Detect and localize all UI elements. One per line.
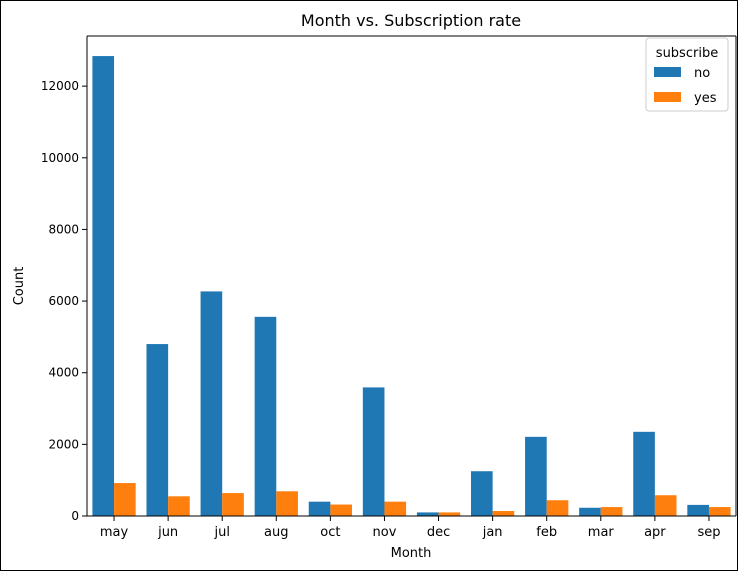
y-tick-label-4000: 4000	[48, 366, 79, 380]
y-tick-label-0: 0	[71, 509, 79, 523]
y-axis-label: Count	[12, 267, 27, 306]
bar-no-apr	[633, 431, 655, 516]
x-tick-label-sep: sep	[697, 525, 720, 540]
y-tick-label-6000: 6000	[48, 294, 79, 308]
bar-yes-sep	[708, 507, 731, 516]
legend-label-no: no	[694, 66, 710, 81]
bar-yes-nov	[384, 501, 407, 516]
bar-no-nov	[362, 387, 385, 516]
bar-no-sep	[687, 504, 709, 516]
x-tick-label-jun: jun	[157, 525, 178, 540]
bar-no-feb	[525, 436, 547, 516]
x-tick-label-aug: aug	[264, 525, 288, 540]
legend-swatch-no	[654, 67, 681, 77]
x-axis-label: Month	[391, 546, 432, 561]
bar-no-jul	[200, 291, 223, 516]
y-tick-label-10000: 10000	[41, 151, 79, 165]
legend-swatch-yes	[654, 92, 681, 102]
x-tick-label-jan: jan	[482, 525, 503, 540]
legend: subscribe no yes	[645, 37, 729, 112]
bar-yes-jan	[492, 510, 515, 516]
bar-no-jun	[146, 344, 169, 516]
chart-title: Month vs. Subscription rate	[301, 11, 521, 30]
plot-area: 0 2000 4000 6000 8000 10000 12000 may jun jul aug o…	[41, 35, 737, 540]
x-tick-label-oct: oct	[320, 525, 340, 540]
y-tick-label-2000: 2000	[48, 437, 79, 451]
bar-no-dec	[416, 512, 439, 516]
bar-no-aug	[254, 316, 277, 516]
bar-no-oct	[308, 501, 331, 516]
x-tick-label-jul: jul	[213, 525, 229, 540]
x-tick-label-feb: feb	[536, 525, 557, 540]
x-tick-label-may: may	[100, 525, 129, 540]
bar-no-mar	[579, 507, 601, 516]
bar-yes-oct	[330, 504, 353, 516]
bar-yes-feb	[546, 500, 569, 516]
bar-yes-aug	[276, 491, 298, 516]
x-tick-label-nov: nov	[373, 525, 397, 540]
bar-yes-apr	[654, 495, 677, 516]
legend-title: subscribe	[656, 46, 718, 61]
bar-no-jan	[470, 471, 493, 516]
bar-yes-jul	[222, 493, 244, 516]
bar-yes-may	[114, 483, 136, 516]
y-tick-label-8000: 8000	[48, 222, 79, 236]
legend-label-yes: yes	[694, 91, 717, 106]
x-tick-label-apr: apr	[644, 525, 666, 540]
bar-no-may	[92, 56, 115, 517]
bar-yes-jun	[168, 496, 190, 516]
bar-yes-mar	[600, 507, 623, 516]
x-tick-label-dec: dec	[427, 525, 450, 540]
x-tick-label-mar: mar	[588, 525, 615, 540]
bar-yes-dec	[438, 512, 461, 516]
y-tick-label-12000: 12000	[41, 79, 79, 93]
